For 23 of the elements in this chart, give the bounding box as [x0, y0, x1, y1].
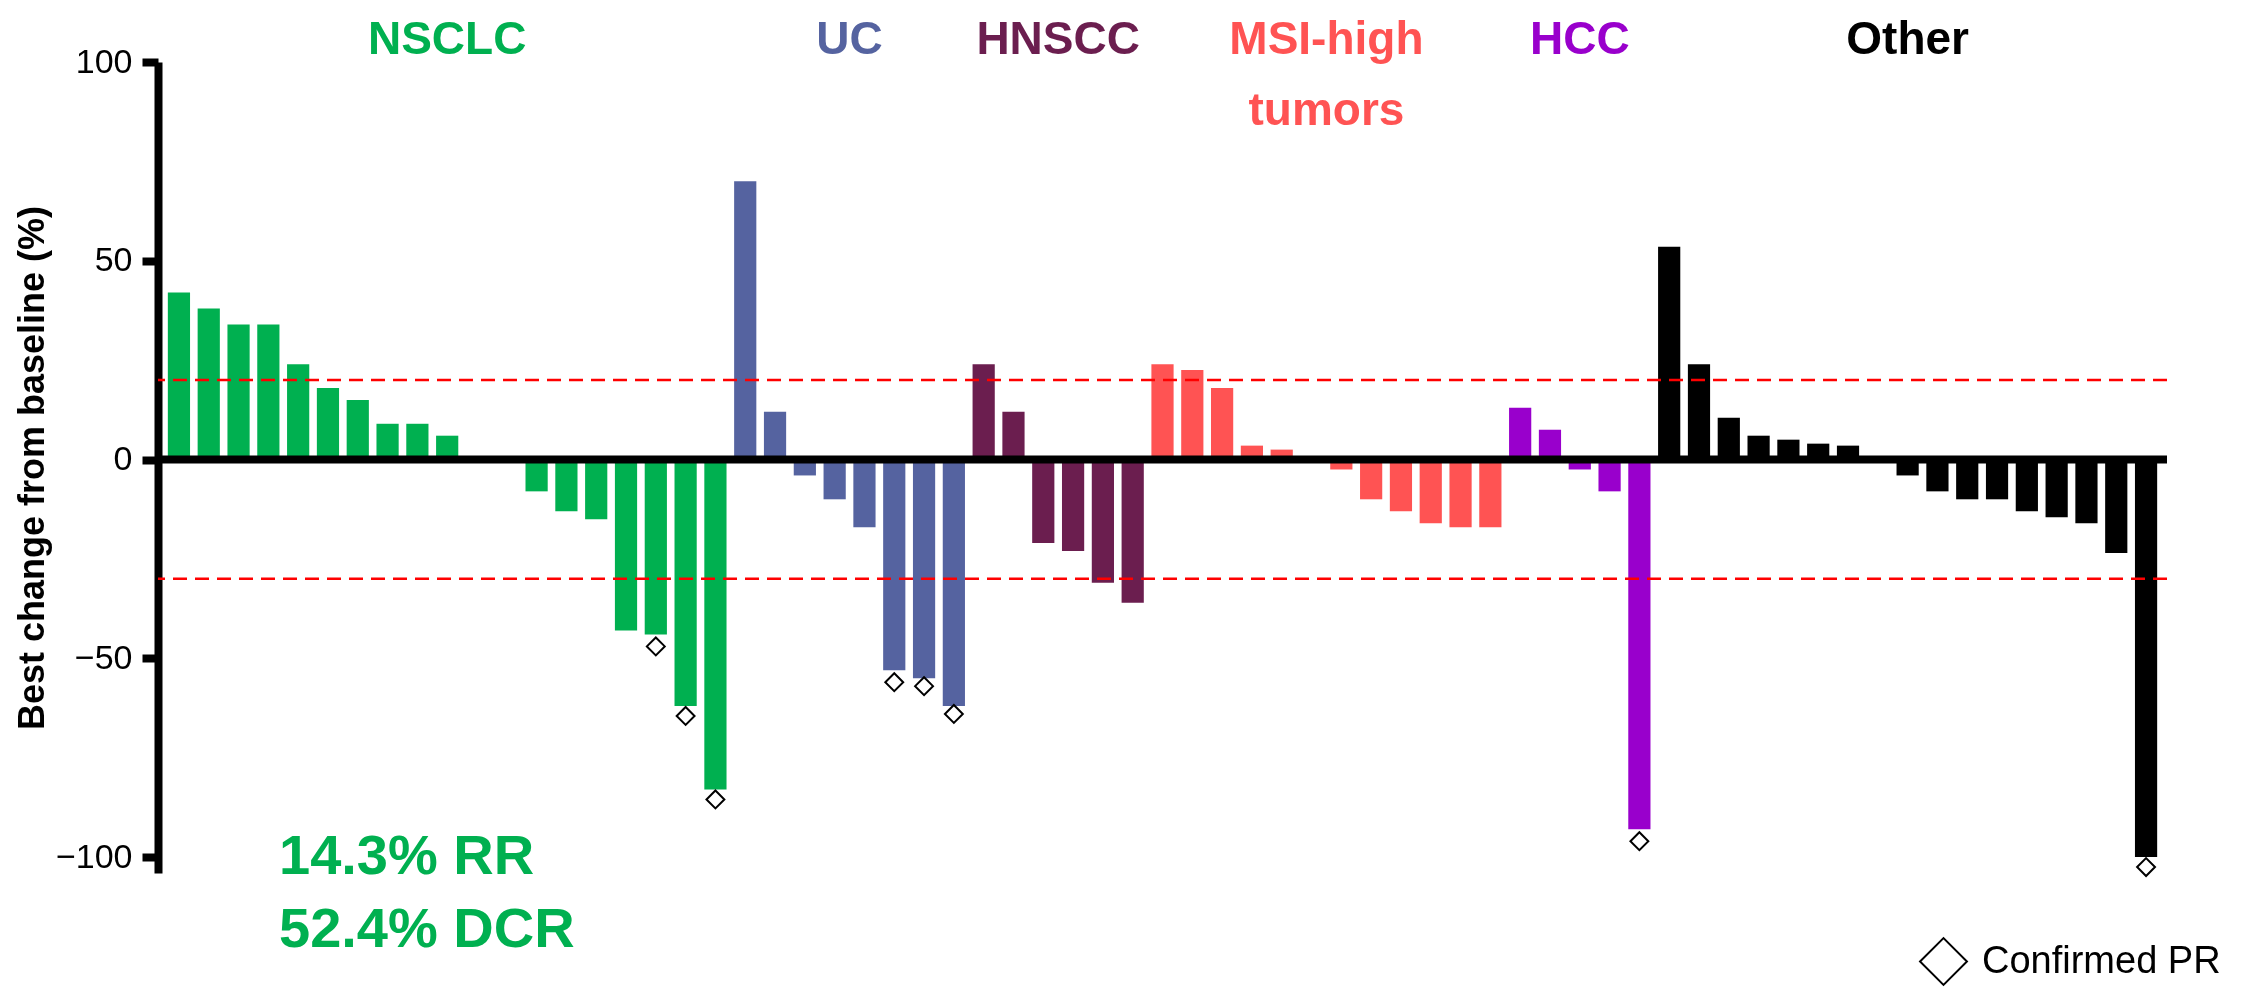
y-tick-label: 100 [75, 41, 133, 80]
y-tick-label: −50 [74, 637, 133, 676]
annotation: 14.3% RR [279, 823, 535, 886]
point [2136, 857, 2157, 877]
text: Other [1846, 12, 1970, 64]
point [914, 676, 934, 697]
legend-label: Confirmed PR [1982, 938, 2221, 981]
text: NSCLC [367, 12, 527, 64]
text: HNSCC [976, 12, 1140, 64]
point [884, 672, 905, 693]
y-tick-label: 50 [94, 240, 133, 279]
y-tick-label: 0 [113, 439, 133, 478]
point [943, 704, 964, 724]
y-tick-label: −100 [55, 836, 133, 875]
text: 52.4% DCR [279, 896, 575, 959]
point [675, 706, 696, 726]
text: MSI-high tumors [1229, 12, 1424, 135]
text: UC [816, 12, 883, 64]
point [705, 789, 726, 810]
point [1629, 831, 1650, 852]
text: HCC [1529, 12, 1630, 64]
y-axis-title: Best change from baseline (%) [10, 205, 52, 731]
point [645, 636, 666, 657]
